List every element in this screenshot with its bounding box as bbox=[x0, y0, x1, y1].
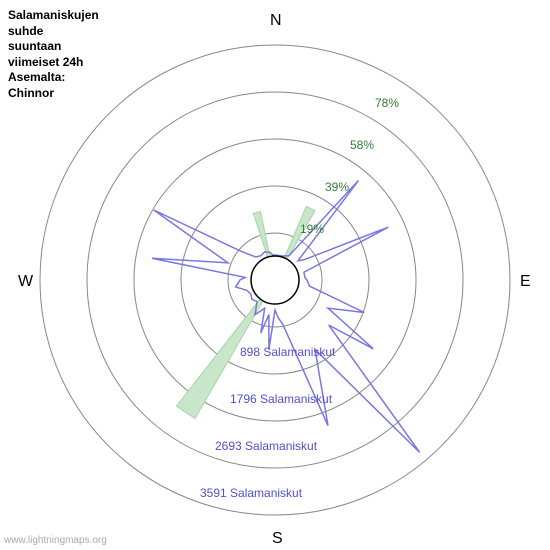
compass-e: E bbox=[520, 273, 531, 291]
ring-label-count: 2693 Salamaniskut bbox=[215, 439, 317, 453]
ring-label-percent: 39% bbox=[325, 180, 349, 194]
chart-title: Salamaniskujen suhde suuntaan viimeiset … bbox=[8, 8, 99, 102]
ring-label-count: 3591 Salamaniskut bbox=[200, 486, 302, 500]
footer-attribution: www.lightningmaps.org bbox=[4, 535, 107, 546]
compass-n: N bbox=[270, 12, 282, 30]
ring-label-percent: 78% bbox=[375, 96, 399, 110]
ring-label-count: 898 Salamaniskut bbox=[240, 345, 335, 359]
compass-w: W bbox=[18, 273, 33, 291]
ring-label-percent: 58% bbox=[350, 138, 374, 152]
ring-label-count: 1796 Salamaniskut bbox=[230, 392, 332, 406]
compass-s: S bbox=[272, 530, 283, 548]
ring-label-percent: 19% bbox=[300, 222, 324, 236]
